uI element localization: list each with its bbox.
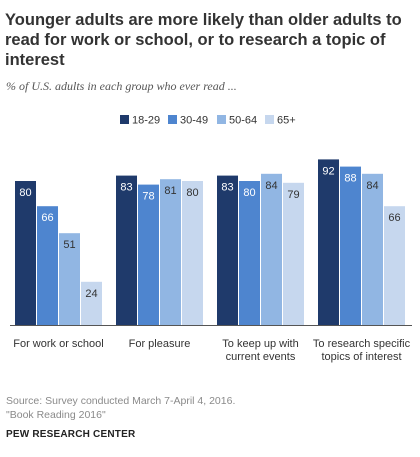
data-label: 83 [120, 182, 132, 194]
bar-chart: 18-29 30-49 50-64 65+ 80 66 51 24 For work or sc… [10, 115, 412, 363]
legend-swatch [265, 115, 274, 124]
report-name: "Book Reading 2016" [6, 409, 106, 421]
legend-swatch [168, 115, 177, 124]
bar [261, 173, 282, 325]
data-label: 84 [366, 180, 378, 192]
data-label: 79 [287, 189, 299, 201]
bar [340, 166, 361, 325]
bar [182, 181, 203, 325]
bar [59, 233, 80, 325]
bar [384, 206, 405, 325]
bar [283, 182, 304, 325]
pew-logo-text: PEW RESEARCH CENTER [6, 429, 136, 440]
data-label: 84 [265, 180, 277, 192]
bar [37, 206, 58, 325]
category-label: To research specific [313, 338, 411, 350]
bar [239, 181, 260, 325]
data-label: 92 [322, 165, 334, 177]
data-label: 78 [142, 191, 154, 203]
source-note: Source: Survey conducted March 7-April 4… [6, 395, 236, 407]
legend-label: 50-64 [229, 115, 257, 127]
bar [217, 175, 238, 325]
legend-label: 18-29 [132, 115, 160, 127]
chart-title: Younger adults are more likely than olde… [5, 11, 402, 69]
category-label: For pleasure [129, 338, 191, 350]
data-label: 66 [388, 212, 400, 224]
chart-subtitle: % of U.S. adults in each group who ever … [6, 79, 237, 93]
data-label: 51 [63, 239, 75, 251]
data-label: 80 [186, 187, 198, 199]
legend-label: 30-49 [180, 115, 208, 127]
category-label: To keep up with [222, 338, 298, 350]
data-label: 81 [164, 185, 176, 197]
bar [116, 175, 137, 325]
bar [138, 184, 159, 325]
data-label: 83 [221, 182, 233, 194]
data-label: 66 [41, 212, 53, 224]
bar [318, 159, 339, 325]
category-label: current events [226, 351, 296, 363]
bar [362, 173, 383, 325]
data-label: 80 [19, 187, 31, 199]
data-label: 88 [344, 173, 356, 185]
legend-swatch [120, 115, 129, 124]
category-label: topics of interest [321, 351, 401, 363]
data-label: 80 [243, 187, 255, 199]
legend-swatch [217, 115, 226, 124]
data-label: 24 [85, 288, 97, 300]
legend-label: 65+ [277, 115, 296, 127]
bar [160, 179, 181, 325]
bar [81, 281, 102, 325]
bar [15, 181, 36, 325]
category-label: For work or school [13, 338, 103, 350]
